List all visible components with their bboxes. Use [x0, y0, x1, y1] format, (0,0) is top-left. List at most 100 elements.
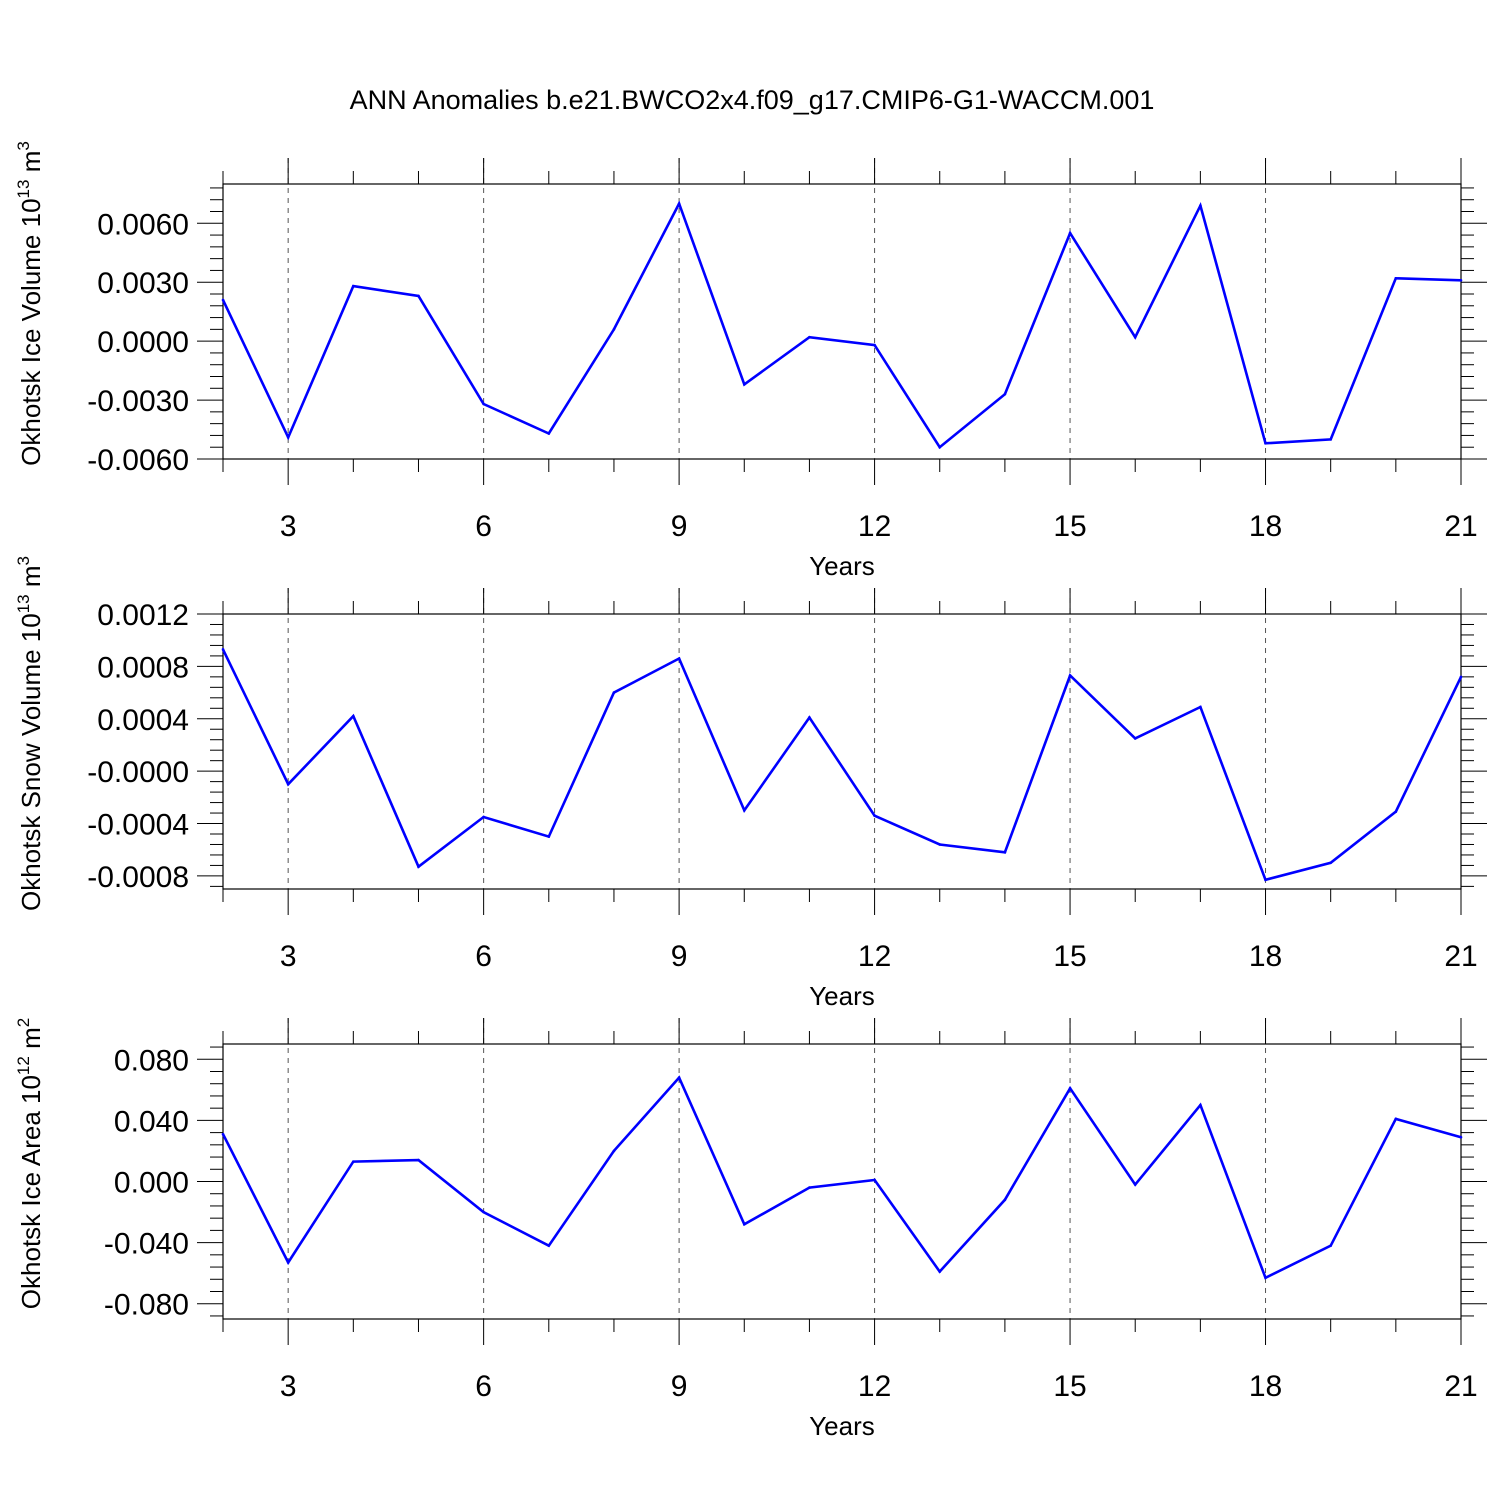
y-tick-label: -0.0000 [87, 756, 189, 789]
series-line [221, 200, 1462, 450]
data-point [742, 809, 746, 812]
y-axis-label: Okhotsk Ice Volume 1013 m3 [14, 141, 46, 466]
data-point [1459, 1135, 1463, 1139]
data-point [1329, 861, 1332, 865]
chart-title: ANN Anomalies b.e21.BWCO2x4.f09_g17.CMIP… [350, 85, 1155, 115]
y-axis-label-text: Okhotsk Snow Volume 10 [16, 613, 46, 911]
data-point [1394, 1117, 1398, 1121]
chart-panel-2: -0.0008 -0.0004 -0.0000 0.0004 0.0008 0.0012 3… [14, 556, 1487, 1011]
x-tick-label: 18 [1249, 510, 1282, 543]
data-point [808, 1186, 811, 1189]
data-point [286, 1261, 290, 1264]
data-point [352, 284, 355, 288]
data-point [417, 294, 420, 298]
data-point [742, 1222, 746, 1226]
data-point [1459, 675, 1463, 679]
data-point [808, 716, 811, 719]
chart-panel-3: -0.080 -0.040 0.000 0.040 0.080 3 6 9 12 15 18 21 Ye… [14, 1018, 1487, 1441]
data-point [352, 1160, 355, 1163]
data-point [1068, 1087, 1072, 1090]
x-tick-label: 21 [1444, 1370, 1477, 1403]
data-point [1264, 878, 1267, 882]
data-point [1199, 705, 1202, 709]
panels: -0.0060 -0.0030 0.0000 0.0030 0.0060 3 6 9 12 15 1… [14, 141, 1487, 1441]
plot-frame [222, 183, 1462, 460]
data-point [742, 383, 746, 386]
x-axis-label: Years [809, 1411, 875, 1441]
y-tick-label: 0.0008 [97, 651, 189, 684]
y-axis-label-superscript: 3 [14, 556, 33, 565]
data-point [677, 1076, 681, 1079]
data-point [1264, 1276, 1267, 1280]
x-tick-label: 15 [1053, 940, 1086, 973]
y-tick-label: 0.0012 [97, 599, 189, 632]
data-point [1003, 851, 1007, 854]
x-axis-label: Years [809, 551, 875, 581]
data-point [286, 782, 290, 786]
data-point [1329, 438, 1332, 441]
data-point [1133, 335, 1137, 339]
data-point [1264, 441, 1267, 445]
y-tick-label: 0.0004 [97, 704, 189, 737]
y-axis-label-superscript: 13 [14, 180, 33, 199]
x-tick-label: 12 [858, 1370, 891, 1403]
data-point [1329, 1244, 1332, 1247]
y-tick-label: 0.040 [114, 1105, 189, 1138]
y-axis-label-superscript: 2 [14, 1018, 33, 1027]
y-axis-label-text: Okhotsk Ice Area 10 [16, 1075, 46, 1309]
x-tick-label: 21 [1444, 510, 1477, 543]
data-point [547, 432, 551, 435]
data-point [221, 298, 225, 302]
data-point [1133, 737, 1137, 740]
data-point [1068, 674, 1072, 677]
data-point [808, 335, 811, 339]
y-axis-label-superscript: 3 [14, 141, 33, 150]
y-axis-label-superscript: 12 [14, 1056, 33, 1075]
data-point [482, 815, 485, 819]
data-point [677, 657, 681, 660]
y-axis-label-superscript: 13 [14, 594, 33, 613]
data-point [1068, 231, 1072, 235]
x-tick-label: 9 [671, 940, 688, 973]
y-tick-label: -0.040 [104, 1228, 189, 1261]
y-tick-label: -0.0030 [87, 385, 189, 418]
x-axis-label: Years [809, 981, 875, 1011]
data-point [1394, 276, 1398, 280]
data-point [221, 1132, 225, 1136]
data-point [873, 343, 876, 347]
y-axis-label-text: m [16, 1027, 46, 1056]
data-point [482, 402, 485, 406]
x-tick-label: 6 [475, 940, 492, 973]
y-axis-label: Okhotsk Ice Area 1012 m2 [14, 1018, 46, 1309]
y-tick-label: -0.0004 [87, 809, 189, 842]
x-tick-label: 18 [1249, 940, 1282, 973]
data-point [286, 436, 290, 439]
data-point [547, 1244, 551, 1247]
data-point [352, 714, 355, 718]
x-tick-label: 15 [1053, 510, 1086, 543]
y-tick-label: -0.0060 [87, 444, 189, 477]
data-point [221, 648, 225, 651]
y-tick-label: -0.080 [104, 1289, 189, 1322]
x-tick-label: 3 [280, 940, 297, 973]
data-point [873, 814, 876, 817]
y-tick-label: 0.0030 [97, 267, 189, 300]
x-tick-label: 3 [280, 1370, 297, 1403]
data-point [1133, 1183, 1137, 1186]
data-point [938, 843, 942, 846]
data-point [1459, 278, 1463, 282]
x-tick-label: 3 [280, 510, 297, 543]
x-tick-label: 6 [475, 1370, 492, 1403]
data-point [873, 1178, 876, 1182]
y-tick-label: 0.000 [114, 1167, 189, 1200]
x-tick-label: 12 [858, 940, 891, 973]
plot-frame [222, 1043, 1462, 1320]
x-tick-label: 15 [1053, 1370, 1086, 1403]
y-tick-label: 0.080 [114, 1044, 189, 1077]
data-point [1003, 1198, 1007, 1202]
y-axis-label-text: m [16, 151, 46, 180]
y-axis-label-text: Okhotsk Ice Volume 10 [16, 198, 46, 465]
data-point [612, 328, 616, 331]
y-tick-label: 0.0000 [97, 326, 189, 359]
